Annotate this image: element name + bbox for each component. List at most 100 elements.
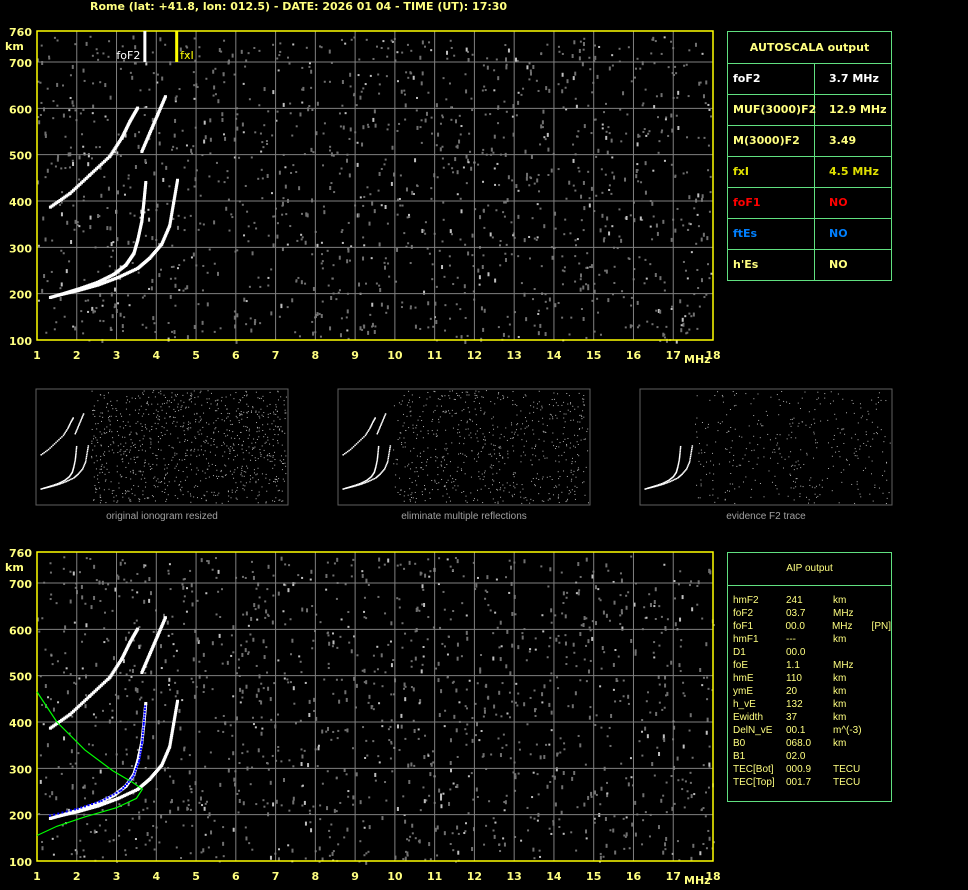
noise-dot [160, 432, 162, 434]
noise-dot [435, 103, 438, 108]
noise-dot [175, 649, 178, 652]
noise-dot [611, 54, 614, 57]
noise-dot [441, 116, 444, 119]
thumb-trace [85, 457, 88, 460]
noise-dot [236, 126, 239, 131]
noise-dot [217, 408, 219, 410]
noise-dot [233, 471, 235, 473]
noise-dot [170, 798, 173, 803]
noise-dot [339, 801, 342, 804]
noise-dot [200, 418, 202, 420]
noise-dot [257, 479, 259, 481]
noise-dot [610, 713, 613, 718]
noise-dot [490, 147, 493, 152]
noise-dot [155, 416, 157, 418]
noise-dot [101, 420, 103, 422]
noise-dot [197, 449, 199, 451]
noise-dot [662, 734, 665, 739]
noise-dot [512, 437, 514, 439]
noise-dot [151, 51, 154, 54]
noise-dot [588, 715, 591, 720]
trace-point [176, 699, 180, 703]
fit-point [115, 791, 118, 794]
noise-dot [550, 672, 553, 675]
noise-dot [210, 444, 212, 446]
noise-dot [538, 420, 540, 422]
noise-dot [408, 839, 411, 842]
noise-dot [682, 744, 685, 749]
noise-dot [622, 296, 625, 299]
noise-dot [562, 771, 565, 776]
noise-dot [585, 283, 588, 286]
noise-dot [144, 486, 146, 488]
noise-dot [140, 405, 142, 407]
noise-dot [482, 254, 485, 257]
noise-dot [135, 736, 138, 739]
noise-dot [332, 640, 335, 645]
noise-dot [625, 605, 628, 610]
noise-dot [277, 591, 280, 596]
noise-dot [99, 487, 101, 489]
thumb-trace [77, 473, 80, 475]
noise-dot [323, 80, 326, 83]
noise-dot [569, 447, 571, 449]
noise-dot [107, 55, 110, 58]
noise-dot [555, 460, 557, 462]
noise-dot [684, 780, 687, 783]
noise-dot [708, 568, 711, 573]
noise-dot [666, 664, 669, 667]
trace-point [70, 190, 74, 194]
noise-dot [450, 768, 453, 773]
noise-dot [160, 814, 163, 819]
noise-dot [517, 100, 520, 105]
thumb-trace [73, 462, 76, 464]
noise-dot [83, 278, 86, 281]
noise-dot [146, 402, 148, 404]
noise-dot [213, 494, 215, 496]
noise-dot [517, 772, 520, 775]
noise-dot [172, 217, 175, 220]
noise-dot [335, 298, 338, 301]
noise-dot [266, 762, 269, 765]
noise-dot [485, 824, 488, 827]
noise-dot [543, 136, 546, 139]
noise-dot [194, 448, 196, 450]
noise-dot [327, 662, 330, 665]
noise-dot [190, 427, 192, 429]
trace-point [55, 722, 59, 726]
noise-dot [255, 460, 257, 462]
noise-dot [300, 785, 303, 788]
noise-dot [627, 46, 630, 49]
noise-dot [690, 580, 693, 583]
noise-dot [148, 88, 151, 91]
noise-dot [432, 418, 434, 420]
noise-dot [552, 820, 555, 823]
noise-dot [378, 566, 381, 569]
noise-dot [449, 500, 451, 502]
noise-dot [637, 180, 640, 183]
noise-dot [199, 416, 201, 418]
noise-dot [265, 501, 267, 503]
noise-dot [284, 563, 287, 566]
trace-point [78, 808, 82, 812]
noise-dot [126, 396, 128, 398]
trace-point [95, 688, 99, 692]
noise-dot [330, 738, 333, 741]
noise-dot [257, 604, 260, 609]
noise-dot [48, 55, 51, 58]
noise-dot [81, 133, 84, 136]
noise-dot [166, 620, 169, 625]
noise-dot [460, 336, 463, 339]
noise-dot [427, 301, 430, 306]
noise-dot [223, 133, 226, 136]
noise-dot [696, 603, 699, 606]
noise-dot [365, 852, 368, 855]
noise-dot [529, 696, 532, 699]
noise-dot [159, 37, 162, 42]
noise-dot [245, 323, 248, 326]
noise-dot [651, 38, 654, 41]
noise-dot [495, 58, 498, 61]
noise-dot [579, 40, 582, 43]
noise-dot [468, 679, 471, 682]
noise-dot [37, 116, 40, 119]
